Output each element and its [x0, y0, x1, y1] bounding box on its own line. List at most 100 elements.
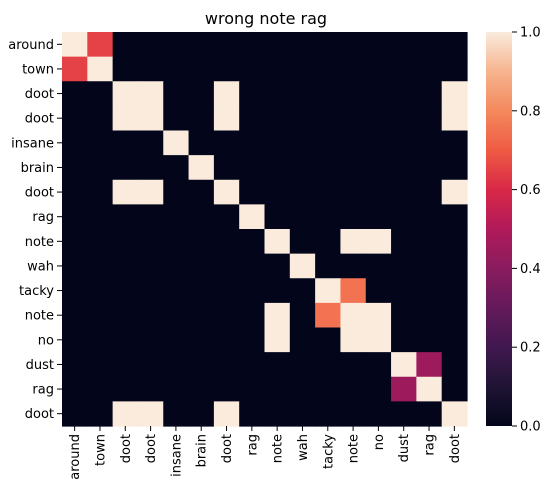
heatmap-cell	[112, 155, 139, 181]
x-tick-label: doot	[448, 434, 463, 463]
heatmap-cell	[416, 81, 443, 107]
heatmap-cell	[213, 105, 240, 132]
heatmap-cell	[365, 401, 392, 427]
heatmap-cell	[441, 56, 468, 82]
heatmap-cell	[87, 32, 114, 58]
heatmap-cell	[163, 105, 190, 132]
heatmap-cell	[315, 327, 342, 353]
heatmap-cell	[441, 32, 468, 58]
heatmap-cell	[264, 179, 291, 205]
heatmap-cell	[289, 204, 316, 230]
heatmap-cell	[340, 229, 367, 255]
heatmap-cell	[315, 278, 342, 304]
heatmap-cell	[112, 278, 139, 304]
heatmap-cell	[391, 179, 417, 205]
y-tick-label: doot	[25, 112, 54, 127]
y-tick-label: tacky	[19, 284, 54, 299]
heatmap-cell	[62, 229, 88, 255]
x-tick-label: dust	[397, 434, 412, 462]
heatmap-cell	[391, 401, 417, 427]
heatmap-cell	[289, 278, 316, 304]
heatmap-cell	[416, 302, 443, 329]
x-tick-label: rag	[423, 434, 438, 456]
chart-title: wrong note rag	[205, 9, 327, 28]
heatmap-cell	[137, 376, 164, 402]
heatmap-cell	[112, 302, 139, 329]
y-tick-label: town	[22, 62, 54, 77]
heatmap-cell	[264, 105, 291, 132]
heatmap-cell	[289, 130, 316, 156]
y-axis: around town doot doot insane brain doot rag note…	[8, 38, 62, 422]
heatmap-cell	[391, 155, 417, 181]
heatmap-cell	[87, 155, 114, 181]
heatmap-cell	[188, 56, 215, 82]
heatmap-cell	[239, 253, 266, 279]
heatmap-cell	[289, 302, 316, 329]
colorbar-tick-label: 0.0	[520, 420, 541, 435]
heatmap-cell	[188, 179, 215, 205]
x-tick-label: note	[271, 434, 286, 463]
heatmap-cell	[391, 352, 417, 378]
heatmap-cell	[441, 229, 468, 255]
heatmap-cell	[391, 105, 417, 132]
heatmap-cell	[213, 130, 240, 156]
y-tick-label: wah	[27, 259, 54, 274]
heatmap-cell	[87, 401, 114, 427]
heatmap-cell	[87, 204, 114, 230]
heatmap-cell	[365, 253, 392, 279]
heatmap-cell	[391, 229, 417, 255]
heatmap-cell	[112, 253, 139, 279]
colorbar-tick-label: 0.6	[520, 183, 541, 198]
heatmap-cell	[289, 32, 316, 58]
x-tick-label: doot	[119, 434, 134, 463]
heatmap-cell	[163, 253, 190, 279]
heatmap-cell	[391, 376, 417, 402]
heatmap-cell	[264, 155, 291, 181]
heatmap-cell	[365, 81, 392, 107]
heatmap-cell	[365, 179, 392, 205]
heatmap-cell	[137, 401, 164, 427]
heatmap-cell	[137, 229, 164, 255]
heatmap-cell	[112, 229, 139, 255]
heatmap-cell	[62, 155, 88, 181]
x-tick-label: insane	[169, 434, 184, 477]
heatmap-cell	[441, 327, 468, 353]
heatmap-cell	[365, 376, 392, 402]
heatmap-cell	[62, 253, 88, 279]
heatmap-cell	[112, 376, 139, 402]
y-tick-label: rag	[32, 383, 54, 398]
heatmap-cell	[112, 105, 139, 132]
heatmap-cell	[340, 401, 367, 427]
heatmap-cell	[62, 179, 88, 205]
heatmap-cell	[391, 56, 417, 82]
heatmap-cell	[340, 179, 367, 205]
y-tick-label: dust	[26, 358, 54, 373]
heatmap-cell	[416, 105, 443, 132]
heatmap-cell	[213, 278, 240, 304]
heatmap-cell	[365, 204, 392, 230]
heatmap-cell	[239, 278, 266, 304]
heatmap-cell	[112, 130, 139, 156]
heatmap-cell	[213, 401, 240, 427]
heatmap-cell	[137, 253, 164, 279]
heatmap-cell	[163, 204, 190, 230]
heatmap-cell	[264, 327, 291, 353]
heatmap-cell	[264, 376, 291, 402]
heatmap-cell	[264, 352, 291, 378]
heatmap-cell	[391, 278, 417, 304]
heatmap-cell	[289, 56, 316, 82]
heatmap-cell	[239, 155, 266, 181]
heatmap-cell	[213, 204, 240, 230]
heatmap-cell	[87, 302, 114, 329]
heatmap-cell	[289, 81, 316, 107]
heatmap-cell	[264, 302, 291, 329]
heatmap-cell	[315, 401, 342, 427]
heatmap-cell	[416, 204, 443, 230]
heatmap-cell	[315, 302, 342, 329]
heatmap-cell	[416, 327, 443, 353]
heatmap-cell	[416, 229, 443, 255]
heatmap-cell	[289, 105, 316, 132]
heatmap-cell	[239, 105, 266, 132]
heatmap-cell	[87, 130, 114, 156]
